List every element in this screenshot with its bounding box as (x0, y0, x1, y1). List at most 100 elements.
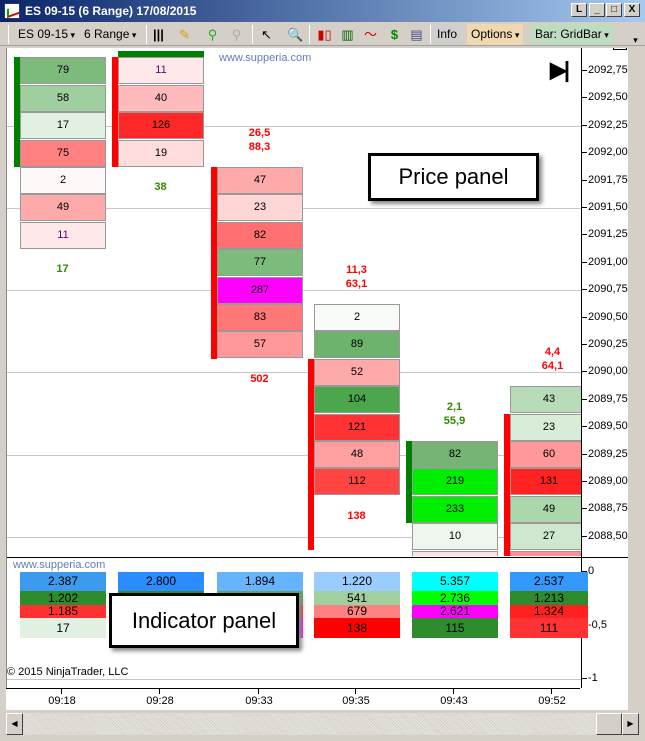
volume-cell[interactable]: 57 (217, 331, 303, 359)
strategy-icon[interactable]: $ (390, 27, 399, 42)
bar-total-label: 502 (250, 372, 269, 385)
volume-cell[interactable] (412, 550, 498, 556)
close-button[interactable]: X (624, 3, 640, 17)
volume-cell[interactable]: 131 (510, 468, 581, 496)
volume-cell[interactable] (510, 550, 581, 556)
time-axis: 09:18 09:28 09:33 09:35 09:43 09:52 (6, 688, 580, 710)
volume-cell[interactable]: 233 (412, 495, 498, 523)
chart-area: 79 58 17 75 2 49 11 17 11 40 126 19 38 47 23 82 77 287 83 5… (6, 48, 628, 688)
volume-cell[interactable]: 2 (314, 303, 400, 331)
volume-cell[interactable]: 23 (217, 194, 303, 222)
horizontal-scrollbar[interactable]: ◀ ▶ (6, 713, 639, 735)
volume-cell[interactable]: 2 (20, 166, 106, 194)
volume-cell[interactable]: 104 (314, 386, 400, 414)
price-tick-label: 2089,50 (582, 420, 628, 432)
info-button[interactable]: Info (433, 24, 462, 45)
price-tick-label: 2090,25 (582, 338, 628, 350)
bar-total-label: 17 (56, 263, 69, 276)
separator (430, 25, 431, 44)
volume-cell[interactable]: 19 (118, 139, 204, 167)
bar-style-icon[interactable]: ||| (153, 27, 164, 42)
pencil-icon[interactable]: ✎ (179, 27, 190, 42)
indicator-cell: 1.185 (20, 605, 106, 618)
indicator-icon[interactable]: 〜 (363, 27, 377, 42)
toolbar: ES 09-15 6 Range ||| ✎ ⚲ ⚲ ↖ 🔍 ▮▯ ▥ 〜 $ … (0, 22, 645, 46)
volume-cell[interactable]: 49 (20, 194, 106, 222)
bar-total-label: 38 (154, 180, 167, 193)
volume-cell[interactable]: 82 (217, 221, 303, 249)
f-button[interactable]: F (613, 48, 627, 50)
price-tick-label: 2088,50 (582, 530, 628, 542)
cursor-icon[interactable]: ↖ (261, 27, 272, 42)
indicator-cell: 17 (20, 618, 106, 638)
time-label: 09:43 (429, 689, 479, 707)
bar-delta-label: 55,9 (443, 414, 466, 427)
volume-cell[interactable]: 83 (217, 303, 303, 331)
scroll-to-end-icon[interactable]: ▶| (550, 57, 570, 82)
indicator-tick-label: -1 (582, 672, 598, 684)
panel-divider[interactable] (7, 557, 628, 558)
scroll-right-icon[interactable]: ▶ (622, 713, 639, 735)
period-selector[interactable]: 6 Range (84, 26, 136, 43)
indicator-cell: 2.800 (118, 572, 204, 591)
price-tick-label: 2089,00 (582, 475, 628, 487)
bar-delta-label: 4,4 (544, 346, 561, 359)
bars-icon[interactable]: ▮▯ (317, 27, 332, 42)
instrument-selector[interactable]: ES 09-15 (18, 26, 75, 43)
time-label: 09:35 (331, 689, 381, 707)
indicator-cell: 679 (314, 605, 400, 618)
data-box-icon[interactable]: ▤ (410, 27, 423, 42)
minimize-button[interactable]: _ (589, 3, 605, 17)
zoom-in-icon[interactable]: ⚲ (207, 27, 218, 42)
volume-cell[interactable]: 11 (20, 221, 106, 249)
magnifier-icon[interactable]: 🔍 (287, 27, 304, 42)
price-tick-label: 2090,00 (582, 365, 628, 377)
volume-cell[interactable]: 17 (20, 112, 106, 140)
copyright: © 2015 NinjaTrader, LLC (7, 666, 129, 678)
separator (252, 25, 253, 44)
time-label: 09:28 (135, 689, 185, 707)
maximize-button[interactable]: □ (606, 3, 622, 17)
volume-cell[interactable]: 58 (20, 84, 106, 112)
price-tick-label: 2089,25 (582, 448, 628, 460)
scroll-thumb[interactable] (596, 713, 622, 735)
bar-direction-marker (504, 413, 510, 556)
volume-cell[interactable]: 219 (412, 468, 498, 496)
volume-cell[interactable]: 11 (118, 57, 204, 85)
volume-cell[interactable]: 121 (314, 413, 400, 441)
zoom-out-icon[interactable]: ⚲ (231, 27, 242, 42)
volume-cell[interactable]: 43 (510, 386, 581, 414)
volume-cell[interactable]: 89 (314, 331, 400, 359)
volume-cell[interactable]: 23 (510, 413, 581, 441)
separator (146, 25, 147, 44)
bar-total-label: 138 (347, 509, 366, 522)
indicator-cell: 1.324 (510, 605, 588, 618)
indicator-cell: 2.736 (412, 591, 498, 605)
bar-direction-marker (308, 358, 314, 551)
volume-cell[interactable]: 40 (118, 84, 204, 112)
volume-cell[interactable]: 47 (217, 166, 303, 194)
candlestick-icon[interactable]: ▥ (341, 27, 354, 42)
volume-cell[interactable]: 10 (412, 523, 498, 551)
volume-cell[interactable]: 60 (510, 440, 581, 468)
volume-cell[interactable]: 75 (20, 139, 106, 167)
bar-delta-label: 11,3 (346, 263, 367, 276)
volume-cell[interactable]: 49 (510, 495, 581, 523)
gridline (7, 126, 581, 127)
volume-cell[interactable]: 52 (314, 358, 400, 386)
volume-cell[interactable]: 287 (217, 276, 303, 304)
volume-cell[interactable]: 27 (510, 523, 581, 551)
volume-cell[interactable]: 112 (314, 468, 400, 496)
scroll-left-icon[interactable]: ◀ (6, 713, 23, 735)
options-button[interactable]: Options (467, 24, 524, 45)
link-button[interactable]: L (571, 3, 587, 17)
toolbar-overflow-icon[interactable]: ▾ (633, 35, 638, 45)
bar-delta-label: 64,1 (541, 360, 564, 373)
volume-cell[interactable]: 82 (412, 440, 498, 468)
volume-cell[interactable]: 79 (20, 57, 106, 85)
volume-cell[interactable]: 48 (314, 440, 400, 468)
volume-cell[interactable]: 77 (217, 249, 303, 277)
price-tick-label: 2090,50 (582, 311, 628, 323)
bar-type-button[interactable]: Bar: GridBar (531, 24, 613, 45)
volume-cell[interactable]: 126 (118, 112, 204, 140)
